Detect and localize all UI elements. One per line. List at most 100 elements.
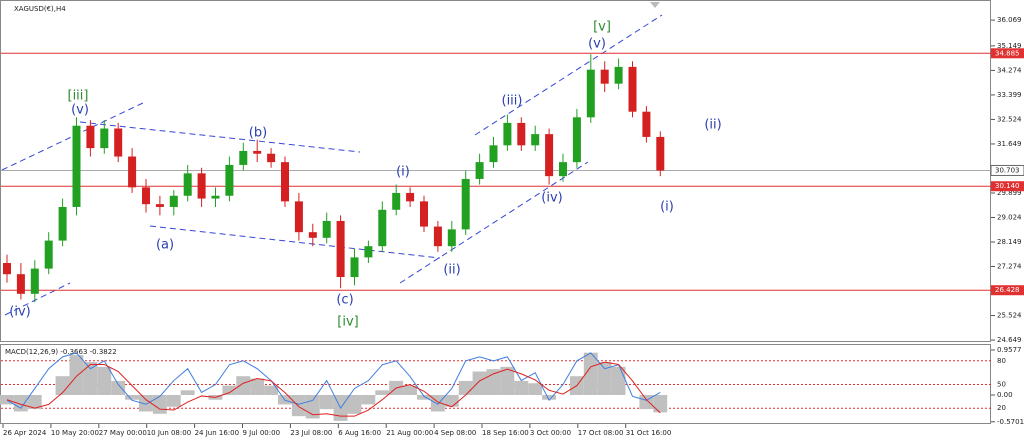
macd-bar xyxy=(0,395,14,405)
candle-body xyxy=(433,226,442,247)
wave-label: (c) xyxy=(336,293,353,308)
wave-label: (a) xyxy=(156,238,174,253)
candle-body xyxy=(44,240,53,269)
x-tick-label: 18 Sep 16:00 xyxy=(482,429,529,437)
candle-body xyxy=(489,145,498,163)
candle-body xyxy=(3,262,11,275)
candle-body xyxy=(350,257,359,278)
last-price-label: 30.703 xyxy=(995,166,1020,174)
candle-body xyxy=(461,178,470,230)
x-tick-label: 31 Oct 16:00 xyxy=(626,429,672,437)
macd-tick-label: 0.9577 xyxy=(997,346,1022,354)
candle-body xyxy=(100,128,109,149)
candle-body xyxy=(225,164,234,196)
candle-body xyxy=(114,128,123,157)
y-tick-label: 27.274 xyxy=(997,263,1022,271)
y-tick-label: 28.149 xyxy=(997,238,1022,246)
macd-bar xyxy=(111,380,126,396)
candle-body xyxy=(336,220,345,278)
macd-bar xyxy=(27,395,42,410)
candle-body xyxy=(517,122,526,146)
y-tick-label: 35.149 xyxy=(997,42,1022,50)
wave-label: (iv) xyxy=(541,191,562,206)
price-line-tag xyxy=(991,285,1024,296)
candle-body xyxy=(142,187,150,205)
price-line-label: 34.885 xyxy=(995,49,1020,57)
macd-title: MACD(12,26,9) -0.3663 -0.3822 xyxy=(5,348,117,356)
macd-bar xyxy=(583,352,598,396)
x-tick-label: 10 Jun 08:00 xyxy=(147,429,191,437)
x-tick-label: 10 May 20:00 xyxy=(51,429,99,437)
macd-bar xyxy=(166,395,181,407)
macd-bar xyxy=(55,376,70,396)
y-tick-label: 29.899 xyxy=(997,189,1022,197)
candle-body xyxy=(281,162,289,202)
macd-bar xyxy=(125,395,139,400)
x-tick-label: 3 Oct 00:00 xyxy=(530,429,571,437)
y-tick-label: 32.524 xyxy=(997,115,1022,123)
candle-body xyxy=(447,229,456,247)
x-tick-label: 6 Aug 16:00 xyxy=(338,429,381,437)
x-tick-label: 24 Jun 16:00 xyxy=(195,429,239,437)
y-tick-label: 33.399 xyxy=(997,91,1022,99)
x-tick-label: 4 Sep 08:00 xyxy=(434,429,476,437)
price-line-tag xyxy=(991,181,1024,192)
macd-bar xyxy=(69,355,84,396)
candle-body xyxy=(364,246,373,258)
macd-tick-label: 0.00 xyxy=(997,391,1013,399)
macd-bar xyxy=(458,380,473,396)
y2-tick-label: 20 xyxy=(997,404,1006,412)
candle-body xyxy=(253,150,262,154)
y2-tick-label: 80 xyxy=(997,357,1006,365)
y2-tick-label: 50 xyxy=(997,381,1006,389)
macd-bar xyxy=(417,395,431,400)
price-pane xyxy=(0,0,991,342)
candle-body xyxy=(322,220,331,238)
wave-label: (ii) xyxy=(704,118,721,133)
macd-bar xyxy=(139,395,153,412)
candle-body xyxy=(128,156,137,188)
signal-line xyxy=(6,361,661,417)
candle-body xyxy=(628,66,637,112)
candle-body xyxy=(614,66,623,84)
candle-body xyxy=(475,162,484,179)
candle-body xyxy=(545,134,554,177)
wave-label: (i) xyxy=(660,200,674,215)
y-tick-label: 24.649 xyxy=(997,336,1022,344)
candle-body xyxy=(86,125,95,149)
candle-body xyxy=(600,69,609,84)
macd-bar xyxy=(222,385,237,396)
macd-bar xyxy=(611,366,626,396)
macd-bar xyxy=(264,385,278,396)
macd-bar xyxy=(486,369,501,396)
macd-bar xyxy=(236,376,251,396)
macd-bar xyxy=(83,362,98,396)
candle-body xyxy=(211,195,220,199)
wave-label: (v) xyxy=(588,37,606,52)
candle-body xyxy=(239,150,248,165)
y-tick-label: 29.024 xyxy=(997,213,1022,221)
candle-body xyxy=(392,192,401,210)
candle-body xyxy=(642,111,651,137)
x-tick-label: 23 Jul 08:00 xyxy=(290,429,332,437)
y-tick-label: 36.069 xyxy=(997,16,1022,24)
macd-bar xyxy=(291,395,306,417)
macd-bar xyxy=(444,395,459,407)
candle-body xyxy=(16,274,25,294)
last-price-tag xyxy=(990,164,1024,176)
candle-body xyxy=(531,134,540,146)
price-line-label: 30.140 xyxy=(995,182,1020,190)
wave-label: [iv] xyxy=(337,315,358,330)
macd-bar xyxy=(514,380,529,396)
price-line-tag xyxy=(991,48,1024,59)
macd-bar xyxy=(180,390,195,396)
candle-body xyxy=(155,204,164,207)
trend-lines xyxy=(1,14,663,316)
macd-bar xyxy=(319,395,334,410)
wave-label: (ii) xyxy=(443,263,460,278)
wave-label: (iv) xyxy=(9,305,30,320)
macd-bar xyxy=(597,362,612,396)
candle-body xyxy=(72,125,81,207)
macd-bar xyxy=(250,378,265,396)
